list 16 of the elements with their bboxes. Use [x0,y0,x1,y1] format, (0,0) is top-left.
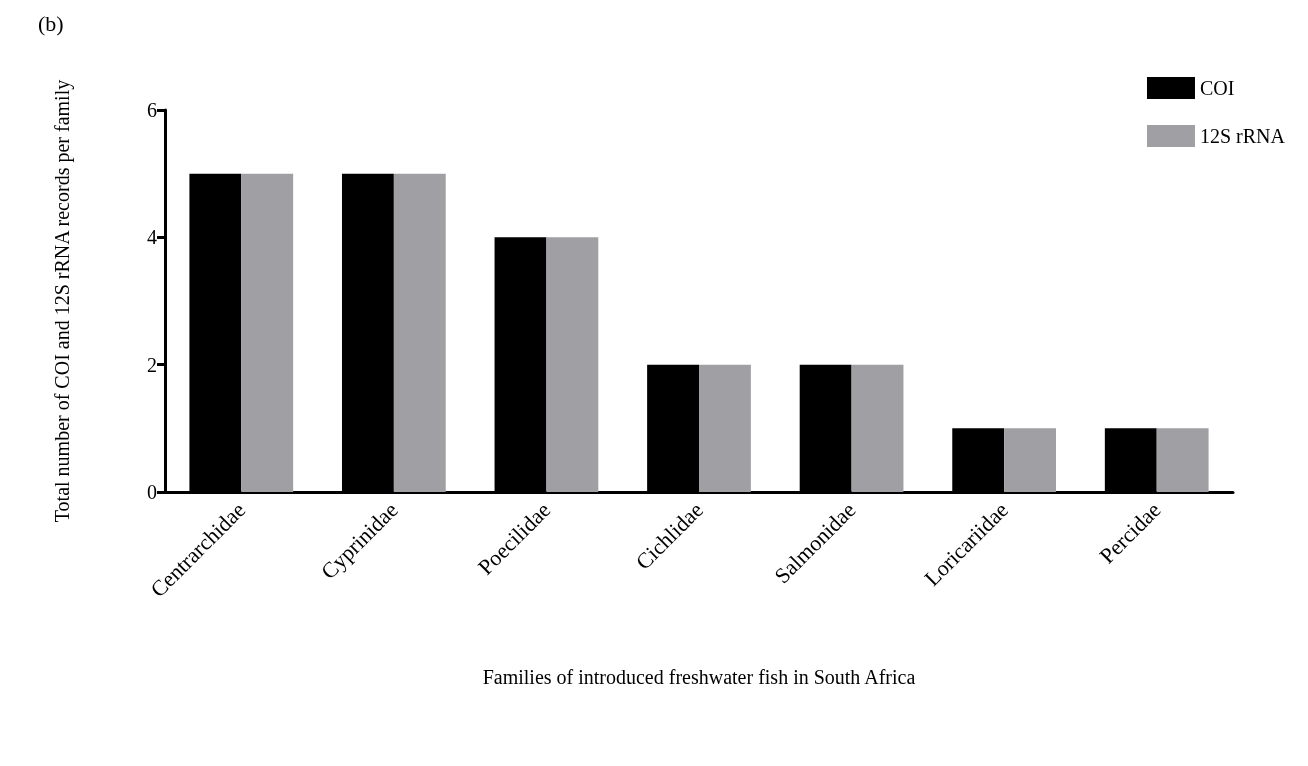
text: (b) [38,10,64,36]
bar [851,364,904,492]
legend-label: 12S rRNA [1199,125,1286,147]
x-axis-title: Families of introduced freshwater fish in South Africa [482,666,916,688]
bar [1004,428,1057,492]
bar [699,364,751,492]
bar [1156,428,1209,492]
y-tick-label: 0 [147,481,157,503]
legend-label: COI [1199,77,1235,99]
bar [546,237,599,492]
bar [393,173,446,492]
y-axis-title: Total number of COI and 12S rRNA records per family [51,79,74,523]
y-tick-label: 4 [147,226,157,249]
bar [241,173,294,492]
y-tick-label: 6 [147,99,157,121]
y-tick-label: 2 [147,353,157,376]
